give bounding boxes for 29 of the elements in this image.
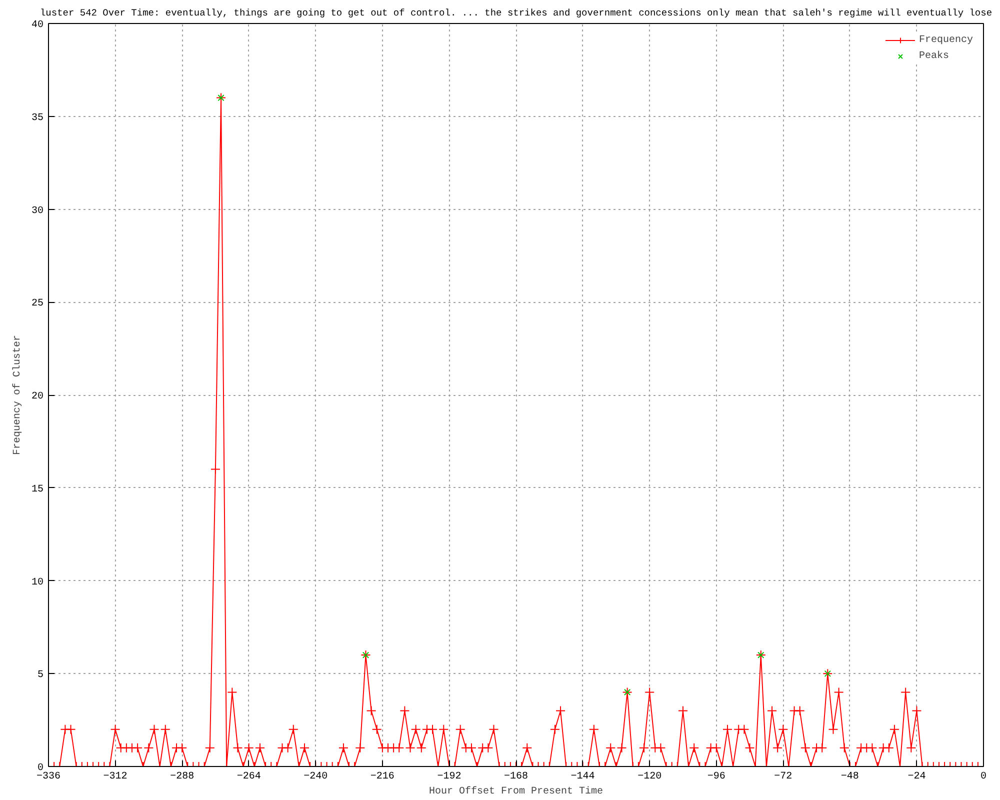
x-tick-label: −144 bbox=[570, 772, 595, 782]
legend-label: Frequency bbox=[918, 34, 973, 46]
x-tick-label: 0 bbox=[980, 772, 987, 782]
x-tick-label: −336 bbox=[36, 772, 61, 782]
y-tick-label: 5 bbox=[38, 670, 44, 682]
x-tick-label: −72 bbox=[774, 772, 792, 782]
x-tick-label: −48 bbox=[840, 772, 859, 782]
x-tick-label: −264 bbox=[236, 772, 261, 782]
x-tick-label: −288 bbox=[170, 772, 194, 782]
x-tick-label: −168 bbox=[504, 772, 528, 782]
legend-label: Peaks bbox=[918, 50, 949, 62]
y-tick-label: 40 bbox=[32, 20, 44, 31]
y-tick-label: 30 bbox=[32, 206, 44, 217]
y-tick-label: 10 bbox=[32, 577, 44, 588]
x-tick-label: −240 bbox=[304, 772, 328, 782]
y-tick-label: 0 bbox=[38, 763, 44, 774]
x-tick-label: −216 bbox=[370, 772, 394, 782]
x-tick-label: −312 bbox=[103, 772, 128, 782]
y-tick-label: 25 bbox=[32, 298, 44, 310]
x-axis-title: Hour Offset From Present Time bbox=[428, 786, 604, 798]
chart-title: luster 542 Over Time: eventually, things are going to get out of control. ... the strikes and government concessions only mean that saleh's regime will eventually lose bbox=[40, 8, 992, 18]
x-tick-label: −96 bbox=[707, 772, 726, 782]
y-tick-label: 20 bbox=[32, 392, 44, 402]
y-axis-title: Frequency of Cluster bbox=[12, 334, 24, 456]
x-tick-label: −120 bbox=[638, 772, 662, 782]
y-tick-label: 15 bbox=[32, 484, 44, 496]
y-tick-label: 35 bbox=[32, 112, 44, 124]
x-tick-label: −192 bbox=[437, 772, 462, 782]
x-tick-label: −24 bbox=[908, 772, 926, 782]
